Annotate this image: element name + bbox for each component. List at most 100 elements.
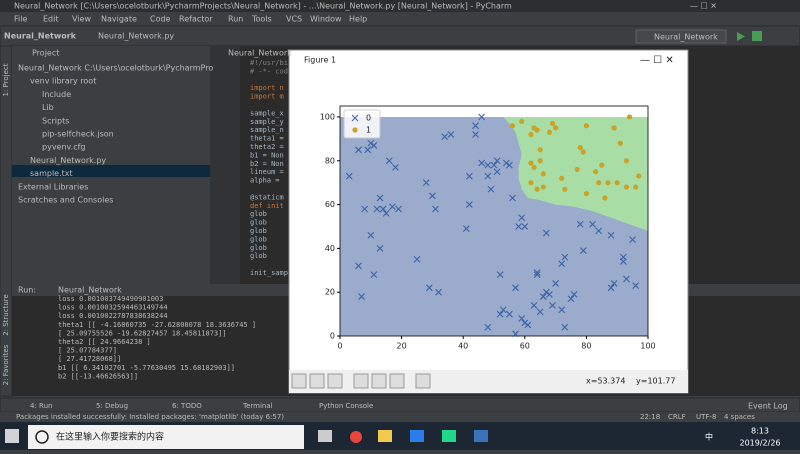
marker-x bbox=[515, 223, 523, 230]
marker-x bbox=[589, 220, 596, 228]
code-line: theta2 = bbox=[250, 143, 284, 151]
tree-item[interactable]: Include bbox=[42, 90, 71, 99]
menu-item[interactable]: Refactor bbox=[179, 15, 213, 24]
marker-dot bbox=[528, 180, 534, 186]
app-icon[interactable] bbox=[350, 431, 362, 443]
code-line: theta1 = bbox=[250, 135, 284, 143]
menu-item[interactable]: Help bbox=[349, 15, 367, 24]
breadcrumb[interactable]: Neural_Network.py bbox=[98, 32, 174, 41]
forward-button[interactable] bbox=[327, 373, 343, 389]
editor-tab[interactable]: Neural_Network bbox=[228, 49, 292, 58]
marker-x bbox=[484, 172, 492, 180]
figure-window-controls: — ☐ ✕ bbox=[640, 55, 674, 66]
debug-button[interactable] bbox=[752, 31, 762, 41]
back-button[interactable] bbox=[309, 373, 325, 389]
tool-tab[interactable]: 6: TODO bbox=[172, 402, 202, 410]
app-icon[interactable] bbox=[474, 430, 488, 442]
menu-item[interactable]: Run bbox=[228, 15, 243, 24]
home-button[interactable] bbox=[291, 373, 307, 389]
marker-x bbox=[484, 323, 492, 331]
marker-x bbox=[570, 290, 578, 298]
tool-tab[interactable]: Terminal bbox=[242, 402, 273, 410]
side-tab[interactable]: 2: Favorites bbox=[2, 344, 10, 385]
window-controls: — ☐ ✕ bbox=[690, 2, 717, 11]
tree-item[interactable]: pyvenv.cfg bbox=[42, 143, 86, 152]
marker-x bbox=[472, 122, 479, 130]
panel-title[interactable]: Project bbox=[32, 49, 59, 58]
menu-item[interactable]: Edit bbox=[43, 15, 59, 24]
menu-item[interactable]: Tools bbox=[251, 15, 272, 24]
marker-dot bbox=[623, 158, 630, 164]
side-tab[interactable]: 2: Structure bbox=[2, 294, 10, 336]
tool-tab[interactable]: 5: Debug bbox=[96, 402, 128, 410]
tree-item[interactable]: Lib bbox=[42, 103, 54, 112]
tool-tab[interactable]: Python Console bbox=[319, 402, 373, 410]
marker-x bbox=[558, 306, 566, 314]
marker-x bbox=[610, 280, 618, 287]
marker-x bbox=[367, 139, 375, 147]
legend-label: 0 bbox=[366, 114, 371, 123]
event-log[interactable]: Event Log bbox=[748, 402, 788, 411]
marker-x bbox=[395, 205, 402, 213]
pan-button[interactable] bbox=[353, 373, 369, 389]
marker-x bbox=[487, 185, 495, 193]
run-label: Run: bbox=[18, 286, 36, 295]
search-placeholder[interactable]: 在这里输入你要搜索的内容 bbox=[56, 431, 164, 443]
tool-tab[interactable]: 4: Run bbox=[30, 402, 52, 410]
x-tick-label: 20 bbox=[397, 342, 407, 351]
app-icon[interactable] bbox=[378, 430, 392, 442]
marker-x bbox=[472, 131, 479, 138]
zoom-button[interactable] bbox=[371, 373, 387, 389]
x-tick-label: 80 bbox=[581, 342, 591, 351]
cursor-y: y=101.77 bbox=[636, 377, 675, 386]
menu-item[interactable]: File bbox=[14, 15, 27, 24]
tree-item[interactable]: venv library root bbox=[30, 77, 96, 86]
selected-row bbox=[12, 165, 210, 177]
marker-dot bbox=[537, 147, 543, 153]
tree-item[interactable]: sample.txt bbox=[30, 169, 73, 178]
code-line: glob bbox=[250, 252, 267, 260]
search-box[interactable] bbox=[28, 425, 304, 449]
legend-marker bbox=[351, 114, 359, 122]
menu-item[interactable]: Code bbox=[150, 15, 171, 24]
run-config[interactable]: Neural_Network bbox=[654, 33, 718, 42]
save-button[interactable] bbox=[415, 373, 431, 389]
run-button[interactable] bbox=[737, 32, 745, 41]
marker-dot bbox=[534, 186, 540, 192]
app-icon[interactable] bbox=[442, 430, 456, 442]
tree-item[interactable]: pip-selfcheck.json bbox=[42, 130, 114, 139]
marker-x bbox=[506, 310, 513, 318]
console-line: b2 [[-13.46626563]] bbox=[58, 372, 138, 380]
app-icon[interactable] bbox=[410, 430, 424, 442]
decision-region bbox=[503, 116, 648, 231]
x-tick-label: 0 bbox=[337, 342, 342, 351]
menu-item[interactable]: Navigate bbox=[101, 15, 137, 24]
marker-x bbox=[484, 161, 492, 169]
ime[interactable]: 中 bbox=[705, 432, 713, 442]
run-tab[interactable]: Neural_Network bbox=[58, 286, 122, 295]
subplots-button[interactable] bbox=[389, 373, 405, 389]
tree-item[interactable]: External Libraries bbox=[18, 182, 88, 191]
marker-dot bbox=[577, 145, 583, 151]
tree-item[interactable]: Scripts bbox=[42, 116, 69, 125]
tree-item[interactable]: Neural_Network C:\Users\ocelotburk\Pycha… bbox=[18, 64, 213, 73]
marker-dot bbox=[549, 120, 556, 127]
menu-item[interactable]: View bbox=[72, 15, 91, 24]
marker-x bbox=[632, 282, 640, 290]
marker-x bbox=[502, 159, 510, 167]
code-line: alpha = bbox=[250, 177, 280, 185]
console-line: b1 [[ 6.34102701 -5.77630495 15.68182903… bbox=[58, 364, 235, 372]
tree-item[interactable]: Scratches and Consoles bbox=[18, 196, 113, 205]
start-button[interactable] bbox=[5, 429, 19, 443]
figure-toolbar bbox=[289, 370, 688, 393]
status-bar bbox=[0, 412, 800, 422]
menu-item[interactable]: Window bbox=[310, 15, 342, 24]
menu-item[interactable]: VCS bbox=[286, 15, 302, 24]
tree-item[interactable]: Neural_Network.py bbox=[30, 156, 106, 165]
breadcrumb[interactable]: Neural_Network bbox=[4, 32, 77, 41]
y-tick-label: 20 bbox=[325, 288, 335, 297]
app-icon[interactable] bbox=[318, 430, 332, 442]
side-tab[interactable]: 1: Project bbox=[2, 63, 10, 96]
run-config-box[interactable] bbox=[635, 29, 727, 44]
marker-x bbox=[533, 269, 541, 276]
